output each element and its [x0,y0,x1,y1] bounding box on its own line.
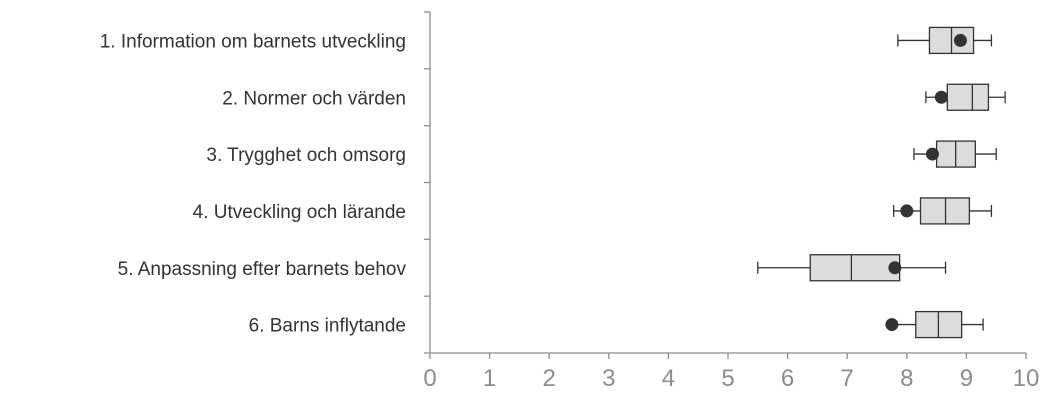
x-tick-label: 7 [841,365,854,392]
mean-point [900,204,914,218]
x-tick-label: 10 [1013,365,1040,392]
category-label: 1. Information om barnets utveckling [100,31,406,52]
mean-point [888,261,902,275]
category-labels: 1. Information om barnets utveckling 2. N… [100,31,407,336]
x-tick-label: 2 [543,365,556,392]
x-tick-label: 3 [602,365,615,392]
category-label: 6. Barns inflytande [249,316,406,337]
box-3 [913,140,997,168]
box-5 [757,254,947,282]
mean-point [953,33,967,47]
category-label: 2. Normer och värden [222,88,406,109]
x-tick-label: 4 [662,365,675,392]
iqr-box [809,254,901,282]
category-label: 3. Trygghet och omsorg [206,145,406,166]
x-tick-label: 0 [423,365,436,392]
box-1 [897,26,993,55]
category-label: 5. Anpassning efter barnets behov [118,259,407,280]
x-tick-label: 5 [721,365,734,392]
mean-point [934,90,948,104]
box-2 [925,83,1006,111]
x-tick-label: 6 [781,365,794,392]
box-4 [893,197,993,225]
mean-point [885,318,899,332]
boxes [757,26,1006,339]
box-6 [885,310,984,339]
x-tick-label: 8 [900,365,913,392]
x-tick-label: 9 [960,365,973,392]
axes [424,11,1027,359]
iqr-box [946,83,990,111]
x-tick-labels: 0 1 2 3 4 5 6 7 8 9 10 [423,365,1039,392]
mean-point [925,147,939,161]
category-label: 4. Utveckling och lärande [193,202,406,223]
x-tick-label: 1 [483,365,496,392]
